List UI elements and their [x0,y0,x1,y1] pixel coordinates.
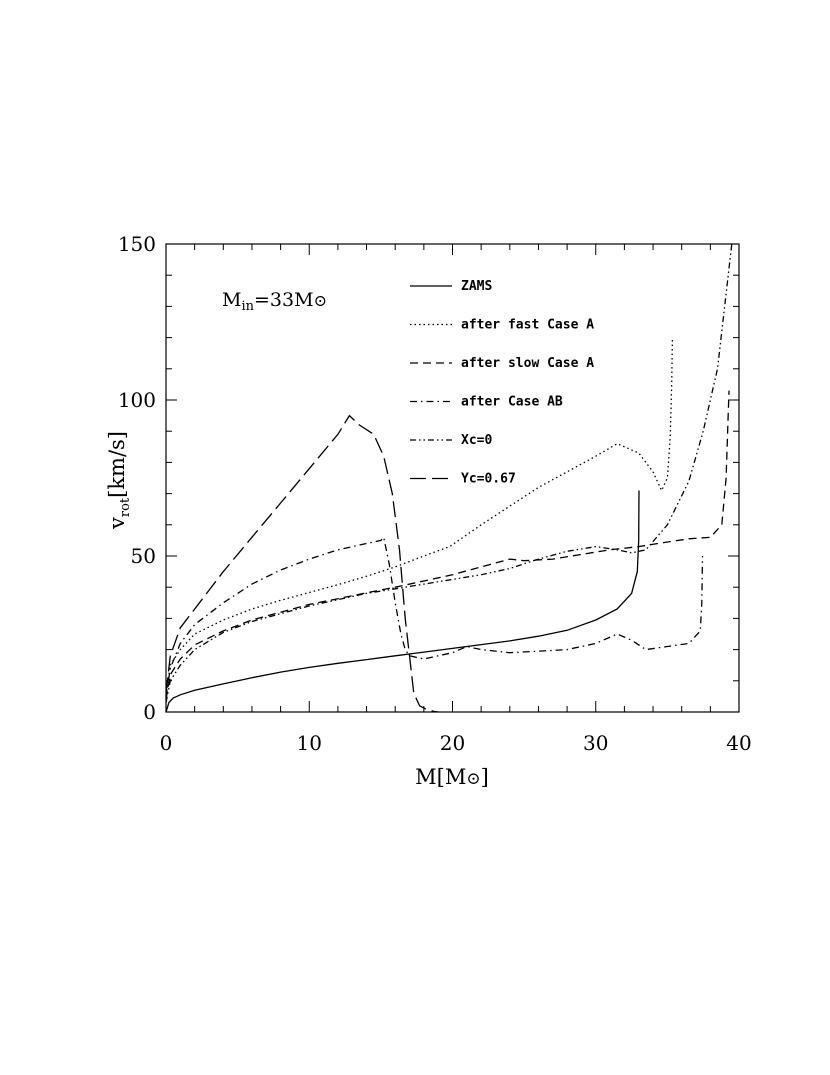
legend-label: after Case AB [461,395,563,410]
series-line-4 [165,243,733,703]
mass-annotation: Min=33M⊙ [222,289,327,314]
y-tick-label: 0 [143,700,156,724]
x-tick-label: 40 [726,731,751,755]
legend-label: ZAMS [461,279,492,294]
series-group [165,243,733,713]
axis-ticks [165,243,740,713]
tick-labels: 0 10 20 30 40 0 50 100 150 [118,232,752,755]
y-tick-label: 50 [131,544,156,568]
series-line-1 [165,337,674,697]
legend: ZAMS after fast Case A after slow Case A af… [410,279,594,487]
y-tick-label: 100 [118,388,156,412]
x-axis-title: M[M⊙] [415,765,489,789]
series-line-0 [165,490,640,713]
legend-label: after fast Case A [461,318,594,333]
x-tick-label: 0 [160,731,173,755]
series-line-5 [165,414,439,713]
sun-symbol: ⊙ [314,291,327,310]
x-tick-label: 10 [297,731,322,755]
plot-frame [165,243,740,713]
x-tick-label: 30 [583,731,608,755]
series-line-3 [165,535,704,697]
y-axis-title: vrot[km/s] [105,431,133,530]
legend-label: Xc=0 [461,433,492,448]
legend-label: after slow Case A [461,356,594,371]
legend-label: Yc=0.67 [461,472,516,487]
y-tick-label: 150 [118,232,156,256]
annotation-subscript: in [241,299,254,314]
x-tick-label: 20 [440,731,465,755]
